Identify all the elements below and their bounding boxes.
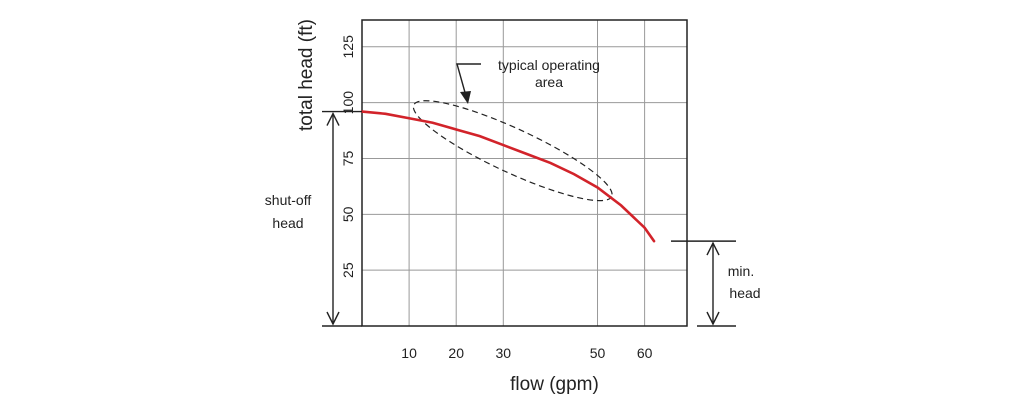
pump-curve-line — [360, 110, 656, 243]
shutoff-head-label-line2: head — [272, 215, 303, 231]
x-tick-label: 60 — [637, 345, 653, 361]
min-head-label-line1: min. — [728, 263, 754, 279]
y-axis-title: total head (ft) — [296, 19, 317, 131]
y-tick-labels: 25 50 75 100 125 — [340, 35, 356, 278]
x-tick-labels: 10 20 30 50 60 — [401, 345, 652, 361]
operating-area-label-line2: area — [535, 74, 563, 90]
min-head-label-line2: head — [729, 285, 760, 301]
min-head-dimension — [671, 240, 736, 327]
operating-area-arrow — [456, 63, 481, 97]
operating-area-arrowhead — [460, 91, 471, 104]
x-tick-label: 50 — [590, 345, 606, 361]
plot-frame — [361, 19, 688, 327]
operating-area-ellipse — [412, 100, 613, 202]
x-tick-label: 30 — [496, 345, 512, 361]
y-tick-label: 125 — [340, 35, 356, 59]
y-tick-label: 75 — [340, 150, 356, 166]
x-tick-label: 20 — [448, 345, 464, 361]
y-tick-label: 50 — [340, 206, 356, 222]
grid — [362, 20, 687, 326]
x-tick-label: 10 — [401, 345, 417, 361]
operating-area-label-line1: typical operating — [498, 57, 600, 73]
shutoff-head-label-line1: shut-off — [265, 192, 312, 208]
shutoff-head-dimension — [322, 110, 362, 327]
x-axis-title: flow (gpm) — [510, 374, 599, 395]
y-tick-label: 25 — [340, 262, 356, 278]
y-tick-label: 100 — [340, 91, 356, 115]
